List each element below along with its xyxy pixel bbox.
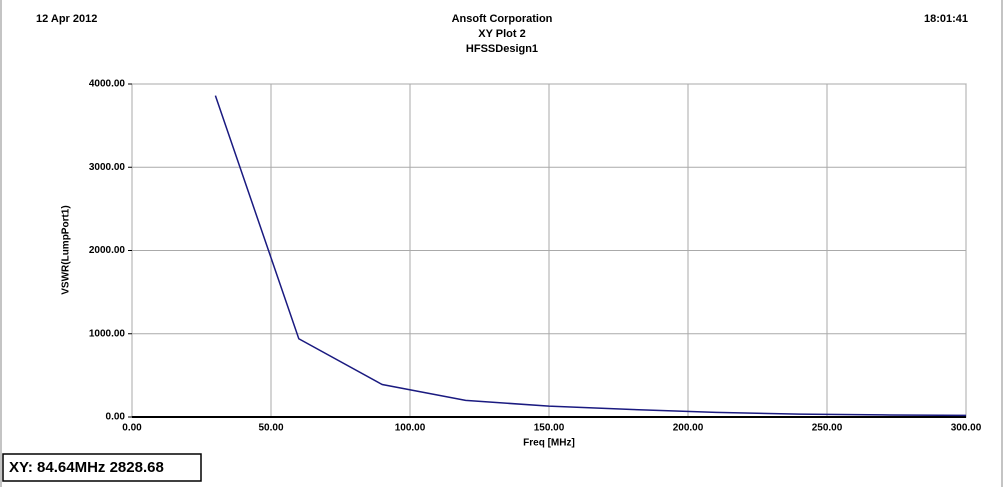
series-line — [214, 95, 967, 417]
y-tick-label: 4000.00 — [89, 79, 126, 90]
chart-title: Ansoft Corporation — [452, 13, 553, 25]
x-tick-label: 200.00 — [673, 423, 704, 434]
x-tick-label: 100.00 — [395, 423, 426, 434]
status-text: XY: 84.64MHz 2828.68 — [9, 459, 164, 476]
time: 18:01:41 — [924, 13, 968, 25]
y-tick-label: 2000.00 — [89, 245, 126, 256]
design-name: HFSSDesign1 — [466, 43, 538, 55]
y-tick-label: 1000.00 — [89, 328, 126, 339]
x-tick-label: 50.00 — [258, 423, 283, 434]
x-tick-label: 150.00 — [534, 423, 565, 434]
x-tick-label: 250.00 — [812, 423, 843, 434]
y-tick-label: 3000.00 — [89, 162, 126, 173]
x-tick-label: 0.00 — [122, 423, 142, 434]
date: 12 Apr 2012 — [36, 13, 97, 25]
x-tick-label: 300.00 — [951, 423, 982, 434]
x-axis-label: Freq [MHz] — [523, 438, 575, 449]
chart-subtitle: XY Plot 2 — [478, 28, 525, 40]
y-axis-label: VSWR(LumpPort1) — [61, 205, 72, 294]
y-tick-label: 0.00 — [106, 412, 126, 423]
status-box — [2, 453, 202, 482]
